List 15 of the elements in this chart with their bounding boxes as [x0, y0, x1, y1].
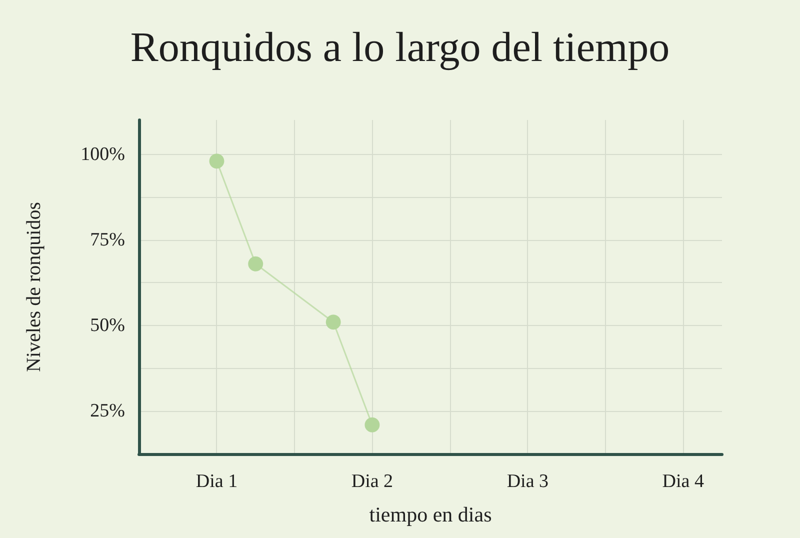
x-tick-label: Dia 4: [662, 471, 704, 492]
y-tick-label: 25%: [90, 400, 126, 422]
y-tick-label: 50%: [90, 315, 126, 336]
x-tick-label: Dia 1: [196, 471, 238, 492]
y-tick-label: 100%: [80, 144, 126, 165]
point: [364, 417, 380, 432]
y-axis-title: Niveles de ronquidos: [23, 202, 45, 372]
point: [326, 314, 341, 330]
point: [209, 154, 224, 169]
y-tick-label: 75%: [90, 229, 126, 250]
x-tick-label: Dia 3: [506, 471, 549, 492]
x-tick-label: Dia 2: [351, 471, 394, 492]
x-axis-title: tiempo en dias: [369, 502, 492, 526]
chart-title: Ronquidos a lo largo del tiempo: [130, 25, 670, 71]
point: [248, 256, 264, 272]
